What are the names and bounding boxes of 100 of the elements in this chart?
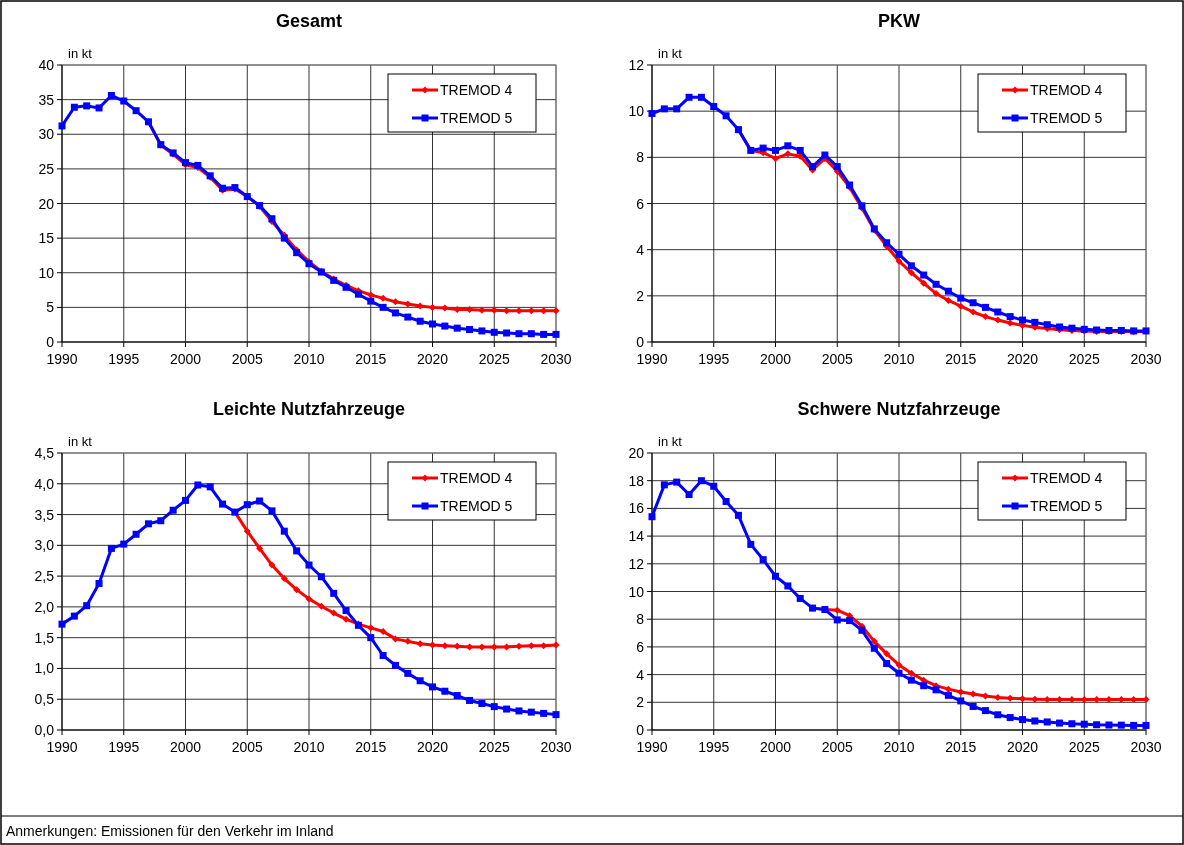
point [552, 641, 560, 649]
chart-title: PKW [878, 11, 920, 31]
point [907, 669, 915, 677]
y-tick-label: 25 [38, 160, 55, 177]
point [317, 602, 325, 610]
point [429, 320, 436, 328]
point [144, 520, 152, 528]
point [293, 547, 301, 555]
point [379, 294, 387, 302]
chart-title: Leichte Nutzfahrzeuge [212, 399, 406, 419]
point [1117, 721, 1125, 729]
x-tick-label: 2000 [169, 351, 202, 367]
x-tick-label: 2000 [169, 739, 202, 755]
point [1043, 718, 1051, 726]
x-tick-label: 2005 [231, 351, 264, 367]
x-tick-label: 2025 [478, 739, 511, 755]
point [1019, 695, 1026, 703]
point [305, 561, 313, 569]
point [981, 707, 989, 715]
point [58, 122, 66, 130]
chart-title: Schwere Nutzfahrzeuge [797, 399, 1001, 419]
point [367, 624, 375, 632]
point [268, 507, 276, 515]
y-tick-label: 0 [46, 334, 55, 350]
point [944, 287, 952, 295]
point [367, 297, 375, 305]
point [969, 308, 977, 316]
y-tick-label: 1,0 [34, 660, 55, 677]
y-tick-label: 0,5 [34, 691, 55, 708]
point [515, 307, 523, 315]
point [453, 324, 461, 332]
point [944, 691, 952, 699]
point [194, 481, 202, 489]
y-axis-title: in kt [658, 434, 683, 449]
y-tick-label: 10 [628, 583, 645, 600]
y-tick-label: 0 [636, 722, 645, 738]
point [957, 302, 965, 310]
legend-label: TREMOD 4 [440, 82, 513, 98]
point [907, 262, 915, 270]
point [182, 496, 189, 504]
point [969, 299, 977, 307]
y-tick-label: 10 [38, 264, 55, 281]
point [367, 634, 375, 642]
point [697, 477, 705, 485]
point [796, 146, 804, 154]
point [833, 606, 841, 614]
y-tick-label: 3,5 [34, 506, 55, 523]
y-tick-label: 8 [636, 611, 645, 628]
point [466, 696, 474, 704]
y-tick-label: 4,0 [34, 475, 55, 492]
point [416, 677, 424, 685]
point [796, 594, 804, 602]
point [391, 661, 399, 669]
point [660, 105, 668, 113]
point [1130, 721, 1138, 729]
x-tick-label: 2020 [1006, 739, 1039, 755]
x-tick-label: 2010 [293, 351, 325, 367]
point [772, 146, 779, 154]
point [540, 330, 548, 338]
point [527, 708, 535, 716]
x-tick-label: 2025 [1068, 351, 1101, 367]
point [515, 330, 523, 338]
legend-label: TREMOD 5 [1030, 110, 1103, 126]
point [895, 661, 903, 669]
point [478, 643, 486, 651]
point [441, 322, 449, 330]
point [722, 112, 730, 120]
point [317, 573, 325, 581]
point [404, 637, 412, 645]
y-tick-label: 4 [636, 666, 645, 683]
point [1019, 316, 1026, 324]
point [342, 607, 350, 615]
point [515, 642, 523, 650]
point [932, 280, 940, 288]
point [441, 304, 449, 312]
x-tick-label: 2025 [1068, 739, 1101, 755]
point [280, 527, 288, 535]
point [490, 328, 498, 336]
x-tick-label: 2020 [416, 351, 449, 367]
point [429, 683, 436, 691]
point [379, 303, 387, 311]
point [772, 154, 779, 162]
point [107, 544, 115, 552]
y-tick-label: 4,5 [34, 445, 55, 461]
point [957, 294, 965, 302]
x-tick-label: 1990 [46, 351, 78, 367]
point [1142, 721, 1150, 729]
point [759, 556, 767, 564]
x-tick-label: 1990 [636, 351, 668, 367]
legend-label: TREMOD 4 [1030, 470, 1103, 486]
y-tick-label: 5 [46, 299, 55, 316]
point [132, 107, 140, 115]
x-tick-label: 2020 [416, 739, 449, 755]
x-tick-label: 2015 [945, 739, 977, 755]
y-tick-label: 2 [636, 694, 645, 711]
point [243, 527, 251, 535]
point [441, 687, 449, 695]
x-tick-label: 2000 [759, 351, 792, 367]
y-tick-label: 14 [628, 528, 645, 545]
point [95, 104, 103, 112]
